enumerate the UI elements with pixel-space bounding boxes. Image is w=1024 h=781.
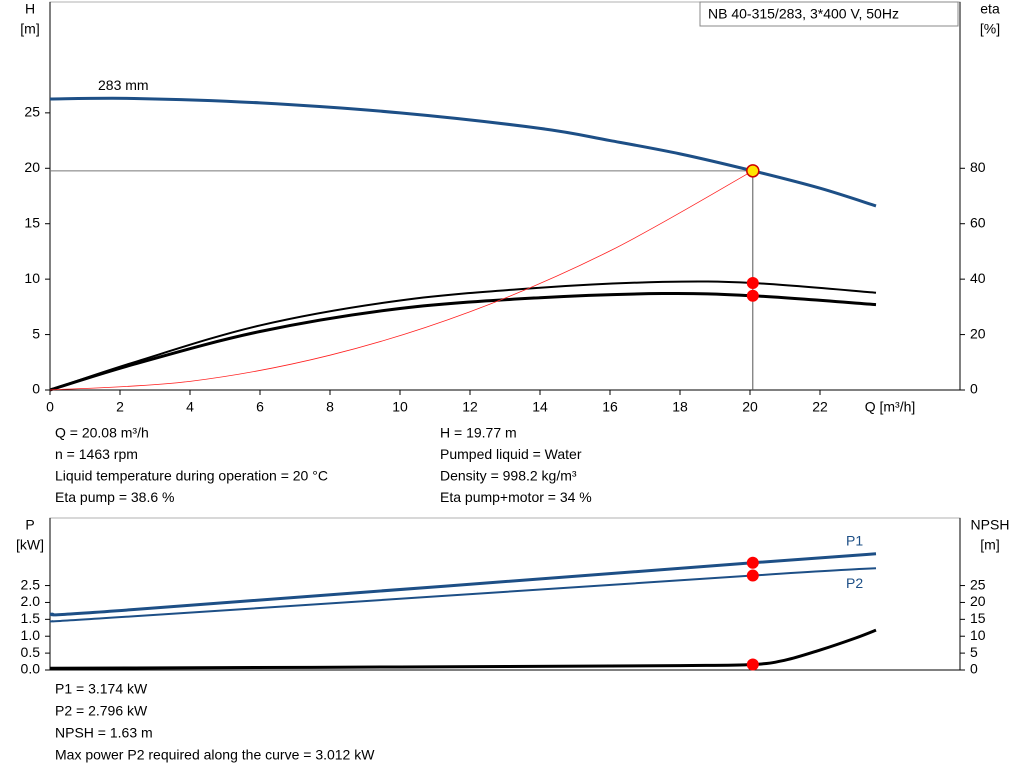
info-text: P2 = 2.796 kW bbox=[55, 703, 148, 719]
series-label: P2 bbox=[846, 575, 863, 591]
annotation: 283 mm bbox=[98, 77, 149, 93]
info-text: n = 1463 rpm bbox=[55, 446, 138, 462]
info-text: Eta pump = 38.6 % bbox=[55, 489, 174, 505]
y-tick-label: 0.5 bbox=[21, 644, 41, 660]
plot-frame bbox=[49, 517, 961, 671]
x-tick-label: 6 bbox=[256, 399, 264, 415]
y2-axis-label: [%] bbox=[980, 21, 1000, 37]
x-tick-label: 14 bbox=[532, 399, 548, 415]
y-tick-label: 2.0 bbox=[21, 593, 41, 609]
y2-axis-label: eta bbox=[980, 1, 1000, 17]
y2-axis-label: NPSH bbox=[971, 517, 1010, 533]
info-text: Eta pump+motor = 34 % bbox=[440, 489, 592, 505]
y-tick-label: 15 bbox=[24, 214, 40, 230]
y-tick-label: 5 bbox=[32, 325, 40, 341]
info-text: Pumped liquid = Water bbox=[440, 446, 582, 462]
operating-point bbox=[746, 569, 759, 582]
y2-tick-label: 10 bbox=[970, 627, 986, 643]
y2-tick-label: 5 bbox=[970, 644, 978, 660]
x-tick-label: 20 bbox=[742, 399, 758, 415]
info-text: NPSH = 1.63 m bbox=[55, 725, 153, 741]
y-axis-label: [m] bbox=[20, 21, 39, 37]
chart-title: NB 40-315/283, 3*400 V, 50Hz bbox=[708, 6, 899, 22]
y-tick-label: 20 bbox=[24, 159, 40, 175]
y-tick-label: 10 bbox=[24, 270, 40, 286]
y2-tick-label: 15 bbox=[970, 610, 986, 626]
series-line bbox=[49, 628, 877, 670]
x-tick-label: 10 bbox=[392, 399, 408, 415]
series-line bbox=[49, 291, 877, 392]
plot-frame bbox=[49, 1, 961, 391]
x-tick-label: 8 bbox=[326, 399, 334, 415]
y-axis-label: P bbox=[25, 517, 34, 533]
x-tick-label: 2 bbox=[116, 399, 124, 415]
operating-point bbox=[746, 164, 760, 178]
operating-point bbox=[746, 658, 759, 671]
y-tick-label: 25 bbox=[24, 104, 40, 120]
y2-tick-label: 20 bbox=[970, 593, 986, 609]
info-text: H = 19.77 m bbox=[440, 425, 517, 441]
x-tick-label: 18 bbox=[672, 399, 688, 415]
series-line bbox=[49, 552, 877, 617]
info-text: P1 = 3.174 kW bbox=[55, 681, 148, 697]
y2-tick-label: 60 bbox=[970, 214, 986, 230]
series-line bbox=[49, 280, 877, 391]
y2-tick-label: 0 bbox=[970, 661, 978, 677]
info-text: Density = 998.2 kg/m³ bbox=[440, 468, 577, 484]
y-tick-label: 1.0 bbox=[21, 627, 41, 643]
y2-tick-label: 0 bbox=[970, 381, 978, 397]
x-tick-label: 4 bbox=[186, 399, 194, 415]
y-tick-label: 2.5 bbox=[21, 576, 41, 592]
info-text: Max power P2 required along the curve = … bbox=[55, 747, 375, 763]
y2-tick-label: 20 bbox=[970, 325, 986, 341]
y-tick-label: 1.5 bbox=[21, 610, 41, 626]
series-line bbox=[49, 567, 877, 623]
series-label: P1 bbox=[846, 533, 863, 549]
y2-axis-label: [m] bbox=[980, 537, 999, 553]
x-tick-label: 16 bbox=[602, 399, 618, 415]
info-text: Q = 20.08 m³/h bbox=[55, 425, 149, 441]
x-tick-label: 0 bbox=[46, 399, 54, 415]
info-text: Liquid temperature during operation = 20… bbox=[55, 468, 328, 484]
y2-tick-label: 80 bbox=[970, 159, 986, 175]
y2-tick-label: 25 bbox=[970, 576, 986, 592]
series-line bbox=[49, 96, 877, 208]
x-tick-label: 22 bbox=[812, 399, 828, 415]
operating-point bbox=[746, 556, 759, 569]
title-box bbox=[699, 1, 959, 27]
y2-tick-label: 40 bbox=[970, 270, 986, 286]
y-tick-label: 0 bbox=[32, 381, 40, 397]
series-line bbox=[49, 170, 753, 391]
operating-point bbox=[746, 289, 759, 302]
operating-point bbox=[746, 277, 759, 290]
x-tick-label: 12 bbox=[462, 399, 478, 415]
y-axis-label: H bbox=[25, 1, 35, 17]
y-axis-label: [kW] bbox=[16, 537, 44, 553]
x-axis-label: Q [m³/h] bbox=[865, 399, 916, 415]
y-tick-label: 0.0 bbox=[21, 661, 41, 677]
